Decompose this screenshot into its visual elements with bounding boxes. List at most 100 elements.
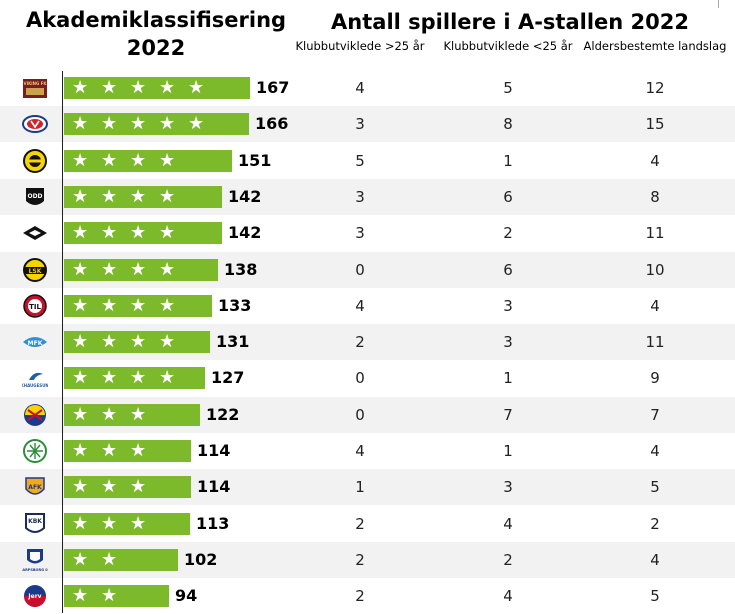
cell-youth-national: 5: [650, 478, 660, 497]
star-icon: ★: [159, 294, 176, 316]
cell-over25: 4: [355, 79, 365, 97]
cell-youth-national: 4: [650, 550, 660, 569]
star-icon: ★: [101, 512, 118, 534]
kbk-logo-icon: KBK: [25, 512, 45, 533]
column-header-under25: Klubbutviklede <25 år: [443, 39, 573, 53]
cell-over25: 0: [355, 405, 365, 424]
score-bar: ★ ★ ★ ★ ★: [64, 113, 249, 136]
svg-text:TIL: TIL: [29, 303, 41, 311]
top-rule: [718, 0, 719, 8]
table-row: KBK ★ ★ ★ 113 2 4 2: [0, 506, 735, 542]
star-icon: ★: [130, 149, 147, 171]
star-icon: ★: [101, 367, 118, 389]
cell-youth-national: 15: [645, 115, 665, 134]
star-icon: ★: [72, 403, 89, 425]
haugesund-logo-icon: FKHAUGESUND: [22, 373, 48, 388]
cell-under25: 3: [503, 333, 513, 352]
cell-over25: 3: [355, 187, 365, 206]
cell-over25: 2: [355, 514, 365, 533]
star-icon: ★: [130, 403, 147, 425]
cell-over25: 2: [355, 550, 365, 569]
cell-youth-national: 12: [645, 79, 665, 97]
star-icon: ★: [72, 476, 89, 498]
star-icon: ★: [101, 294, 118, 316]
star-icon: ★: [130, 476, 147, 498]
score-value: 133: [218, 295, 252, 315]
cell-under25: 1: [503, 151, 513, 170]
star-icon: ★: [72, 185, 89, 207]
star-icon: ★: [159, 77, 176, 98]
svg-text:VIKING FK: VIKING FK: [23, 81, 47, 86]
score-value: 131: [216, 332, 250, 352]
score-bar: ★ ★ ★ ★: [64, 331, 210, 354]
star-icon: ★: [130, 113, 147, 135]
star-icon: ★: [101, 403, 118, 425]
cell-over25: 5: [355, 151, 365, 170]
star-icon: ★: [101, 476, 118, 498]
score-bar: ★ ★ ★: [64, 440, 191, 462]
star-icon: ★: [101, 222, 118, 244]
tromso-logo-icon: TIL: [23, 294, 47, 318]
svg-text:ODD: ODD: [27, 193, 42, 200]
cell-under25: 3: [503, 478, 513, 497]
score-value: 166: [255, 114, 289, 134]
star-icon: ★: [159, 149, 176, 171]
svg-text:FKHAUGESUND: FKHAUGESUND: [22, 383, 48, 388]
star-icon: ★: [159, 258, 176, 280]
cell-over25: 3: [355, 115, 365, 134]
cell-under25: 1: [503, 369, 513, 388]
cell-under25: 6: [503, 260, 513, 279]
cell-youth-national: 4: [650, 151, 660, 170]
bodo-glimt-logo-icon: [23, 148, 47, 173]
cell-under25: 5: [503, 79, 513, 97]
cell-youth-national: 8: [650, 187, 660, 206]
score-bar: ★ ★: [64, 548, 178, 571]
cell-youth-national: 10: [645, 260, 665, 279]
star-icon: ★: [130, 258, 147, 280]
axis-line: [62, 71, 63, 613]
cell-over25: 3: [355, 224, 365, 243]
cell-under25: 2: [503, 550, 513, 569]
cell-under25: 4: [503, 587, 513, 606]
score-value: 142: [228, 223, 262, 243]
score-value: 114: [197, 477, 231, 497]
table-row: Jerv ★ ★ 94 2 4 5: [0, 578, 735, 614]
star-icon: ★: [72, 585, 89, 607]
cell-over25: 1: [355, 478, 365, 497]
star-icon: ★: [101, 77, 118, 98]
sarpsborg-logo-icon: SARPSBORG 08: [22, 548, 48, 572]
score-value: 102: [184, 549, 218, 569]
star-icon: ★: [72, 149, 89, 171]
aalesund-logo-icon: AFK: [25, 477, 45, 496]
star-icon: ★: [72, 77, 89, 98]
cell-youth-national: 4: [650, 296, 660, 315]
score-bar: ★ ★ ★: [64, 512, 190, 535]
score-value: 138: [224, 259, 258, 279]
score-bar: ★ ★ ★: [64, 476, 191, 499]
cell-youth-national: 11: [645, 333, 665, 352]
star-icon: ★: [72, 548, 89, 570]
left-title-line1: Akademiklassifisering: [25, 8, 287, 32]
cell-under25: 3: [503, 296, 513, 315]
right-title: Antall spillere i A-stallen 2022: [331, 10, 689, 34]
star-icon: ★: [101, 113, 118, 135]
star-icon: ★: [159, 367, 176, 389]
star-icon: ★: [101, 548, 118, 570]
valerenga-logo-icon: [22, 115, 48, 134]
star-icon: ★: [101, 331, 118, 353]
score-value: 94: [175, 586, 198, 606]
cell-under25: 4: [503, 514, 513, 533]
jerv-logo-icon: Jerv: [24, 585, 46, 608]
score-bar: ★ ★ ★ ★: [64, 294, 212, 317]
star-icon: ★: [130, 185, 147, 207]
star-icon: ★: [130, 77, 147, 98]
cell-under25: 7: [503, 405, 513, 424]
cell-over25: 4: [355, 442, 365, 460]
star-icon: ★: [72, 222, 89, 244]
cell-over25: 0: [355, 369, 365, 388]
svg-text:KBK: KBK: [28, 518, 42, 525]
column-header-over25: Klubbutviklede >25 år: [295, 39, 425, 53]
cell-under25: 1: [503, 442, 513, 460]
cell-youth-national: 5: [650, 587, 660, 606]
score-value: 122: [206, 404, 240, 424]
